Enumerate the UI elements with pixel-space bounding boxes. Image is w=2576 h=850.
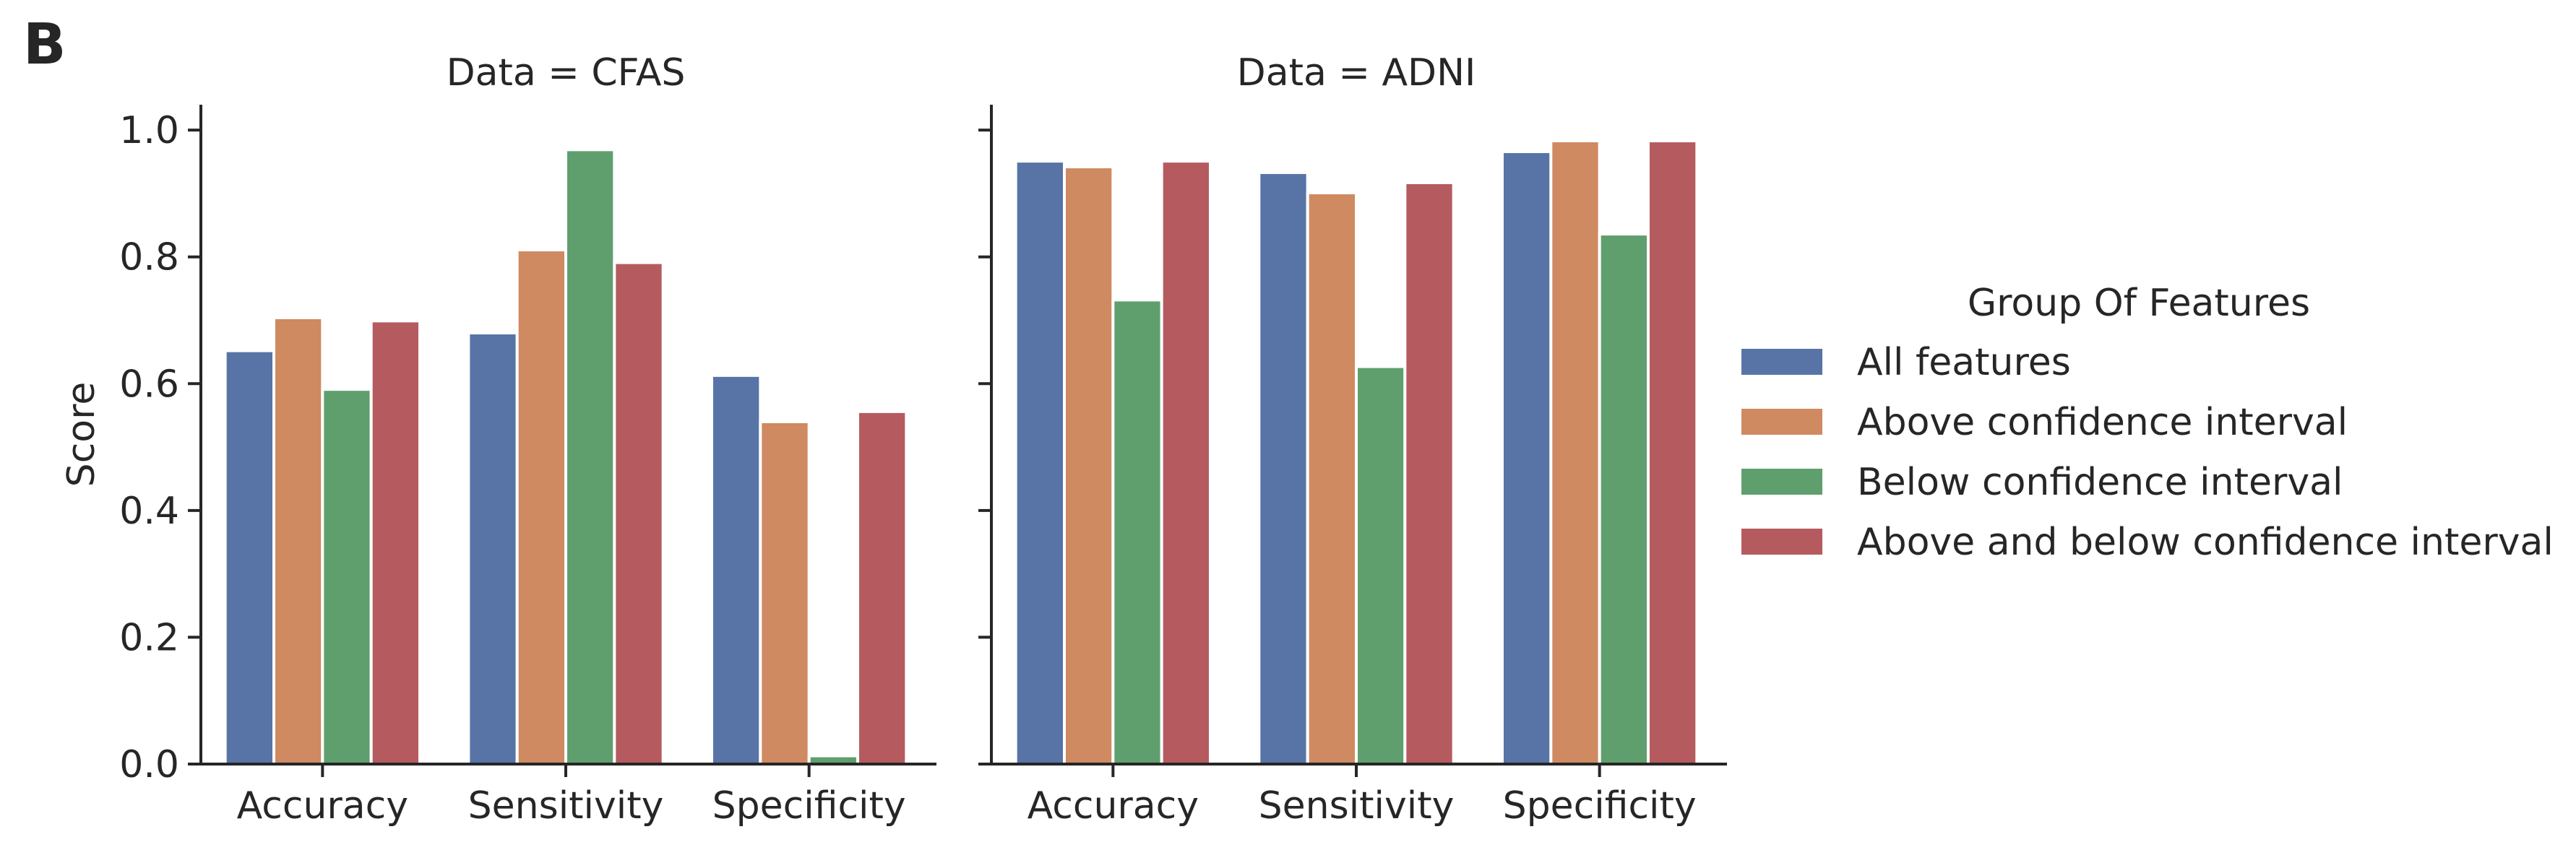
chart-panel-2: Data = ADNI Accuracy Sensitivity Specificit… <box>978 51 1727 828</box>
bar <box>1306 191 1358 766</box>
panel-label: B <box>23 12 66 77</box>
x-tick-label: Specificity <box>1503 784 1697 828</box>
bar <box>1403 181 1455 766</box>
legend-swatch <box>1741 469 1822 495</box>
x-tick-label: Accuracy <box>237 784 408 828</box>
y-tick-label: 0.8 <box>119 236 179 279</box>
y-tick-label: 0.6 <box>119 363 179 406</box>
legend-label: All features <box>1857 341 2071 384</box>
y-tick-label: 0.4 <box>119 490 179 533</box>
bar <box>272 316 324 766</box>
bar <box>1598 233 1650 766</box>
bar <box>1111 298 1163 766</box>
bar <box>223 349 275 766</box>
bar <box>467 331 519 766</box>
legend: Group Of Features All features Above confi… <box>1741 282 2554 564</box>
bar <box>1647 139 1699 766</box>
bar <box>564 148 616 766</box>
bar <box>1014 160 1066 766</box>
chart-title: Data = ADNI <box>1237 51 1476 95</box>
legend-label: Above confidence interval <box>1857 401 2348 444</box>
legend-swatch <box>1741 409 1822 435</box>
legend-item: Above and below confidence interval <box>1741 521 2554 564</box>
y-tick-label: 0.2 <box>119 616 179 659</box>
bar <box>613 261 665 766</box>
x-tick-label: Specificity <box>712 784 906 828</box>
bar <box>856 409 908 766</box>
bar <box>710 373 762 766</box>
bar <box>369 319 422 766</box>
legend-label: Below confidence interval <box>1857 461 2343 504</box>
bar <box>1501 149 1553 766</box>
bar <box>1355 365 1407 766</box>
chart-title: Data = CFAS <box>447 51 686 95</box>
y-tick-label: 1.0 <box>119 109 179 152</box>
legend-label: Above and below confidence interval <box>1857 521 2554 564</box>
legend-title: Group Of Features <box>1968 282 2310 325</box>
legend-item: Above confidence interval <box>1741 401 2348 444</box>
legend-item: Below confidence interval <box>1741 461 2343 504</box>
bar <box>1549 139 1601 766</box>
legend-swatch <box>1741 529 1822 555</box>
bar <box>1257 170 1309 766</box>
chart-panel-1: Data = CFAS 0.0 0.2 0.4 0.6 0.8 1.0 Accuracy Sen… <box>60 51 936 828</box>
bar <box>321 388 373 766</box>
x-tick-label: Sensitivity <box>468 784 664 828</box>
bar <box>759 420 811 766</box>
bar <box>1063 165 1115 766</box>
x-tick-label: Accuracy <box>1028 784 1199 828</box>
bar <box>515 248 568 766</box>
legend-item: All features <box>1741 341 2071 384</box>
y-tick-label: 0.0 <box>119 743 179 786</box>
x-tick-label: Sensitivity <box>1259 784 1455 828</box>
legend-swatch <box>1741 349 1822 375</box>
bar <box>1160 160 1212 766</box>
y-axis-label: Score <box>60 382 103 487</box>
